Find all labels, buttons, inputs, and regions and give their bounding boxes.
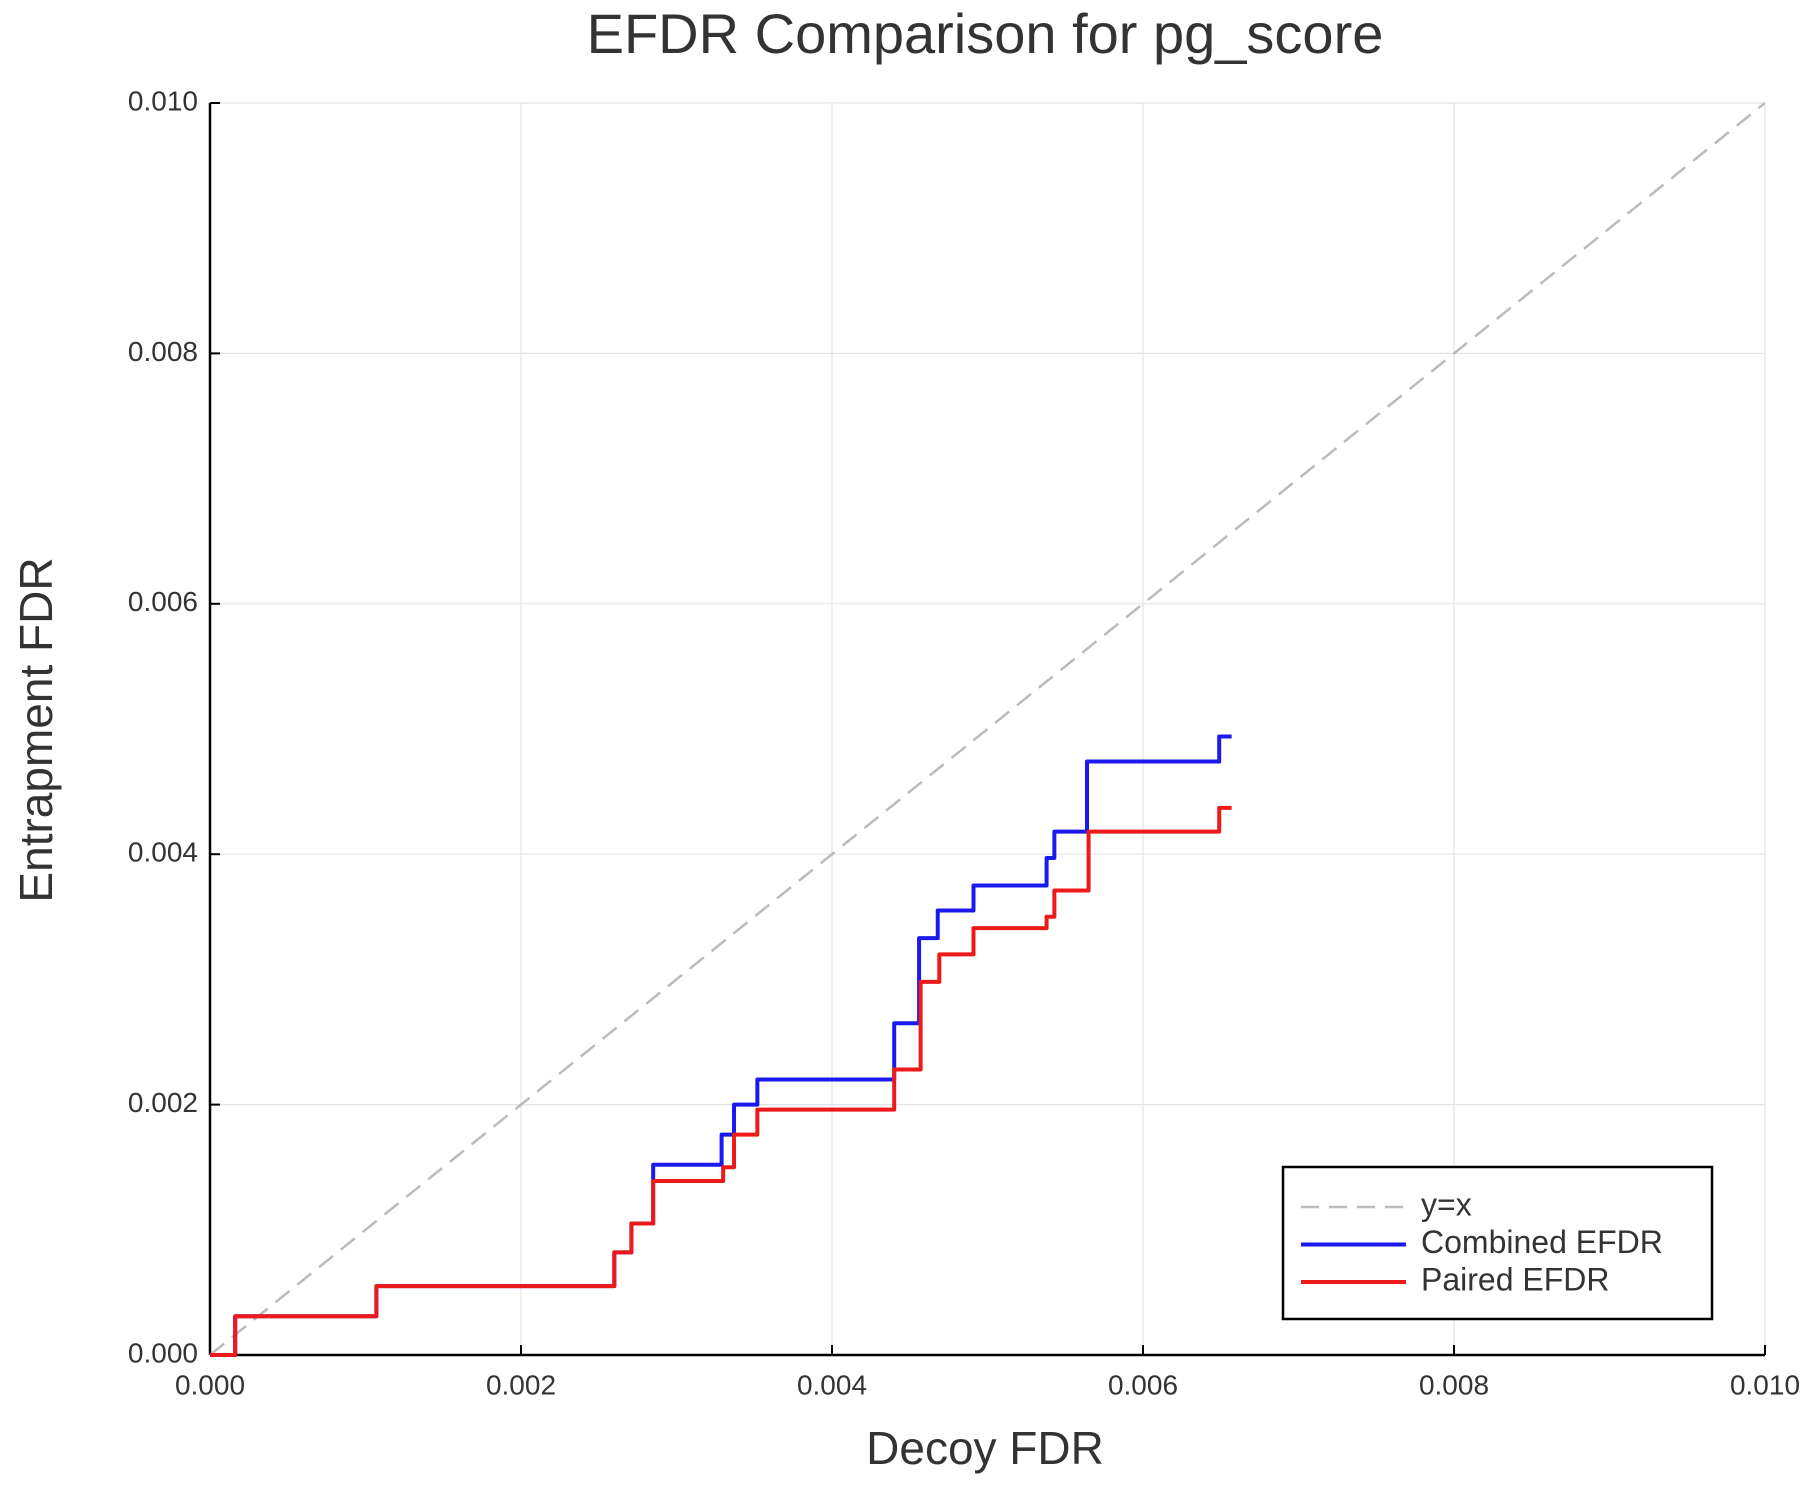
- x-axis-label: Decoy FDR: [866, 1422, 1104, 1474]
- x-tick-label: 0.006: [1108, 1369, 1178, 1400]
- y-tick-label: 0.004: [128, 837, 198, 868]
- y-tick-label: 0.010: [128, 85, 198, 116]
- x-tick-label: 0.002: [486, 1369, 556, 1400]
- legend-label: Combined EFDR: [1421, 1224, 1663, 1260]
- chart-title: EFDR Comparison for pg_score: [587, 2, 1384, 65]
- y-tick-label: 0.006: [128, 586, 198, 617]
- x-tick-label: 0.004: [797, 1369, 867, 1400]
- y-axis-label: Entrapment FDR: [10, 557, 62, 902]
- series-line: [210, 734, 1232, 1357]
- series-line: [210, 805, 1232, 1357]
- y-tick-label: 0.000: [128, 1337, 198, 1368]
- y-tick-label: 0.002: [128, 1087, 198, 1118]
- x-tick-label: 0.000: [175, 1369, 245, 1400]
- series-line: [209, 102, 1766, 1356]
- legend-label: y=x: [1421, 1186, 1472, 1222]
- x-tick-label: 0.010: [1730, 1369, 1800, 1400]
- legend-label: Paired EFDR: [1421, 1261, 1610, 1297]
- y-tick-label: 0.008: [128, 336, 198, 367]
- x-tick-label: 0.008: [1419, 1369, 1489, 1400]
